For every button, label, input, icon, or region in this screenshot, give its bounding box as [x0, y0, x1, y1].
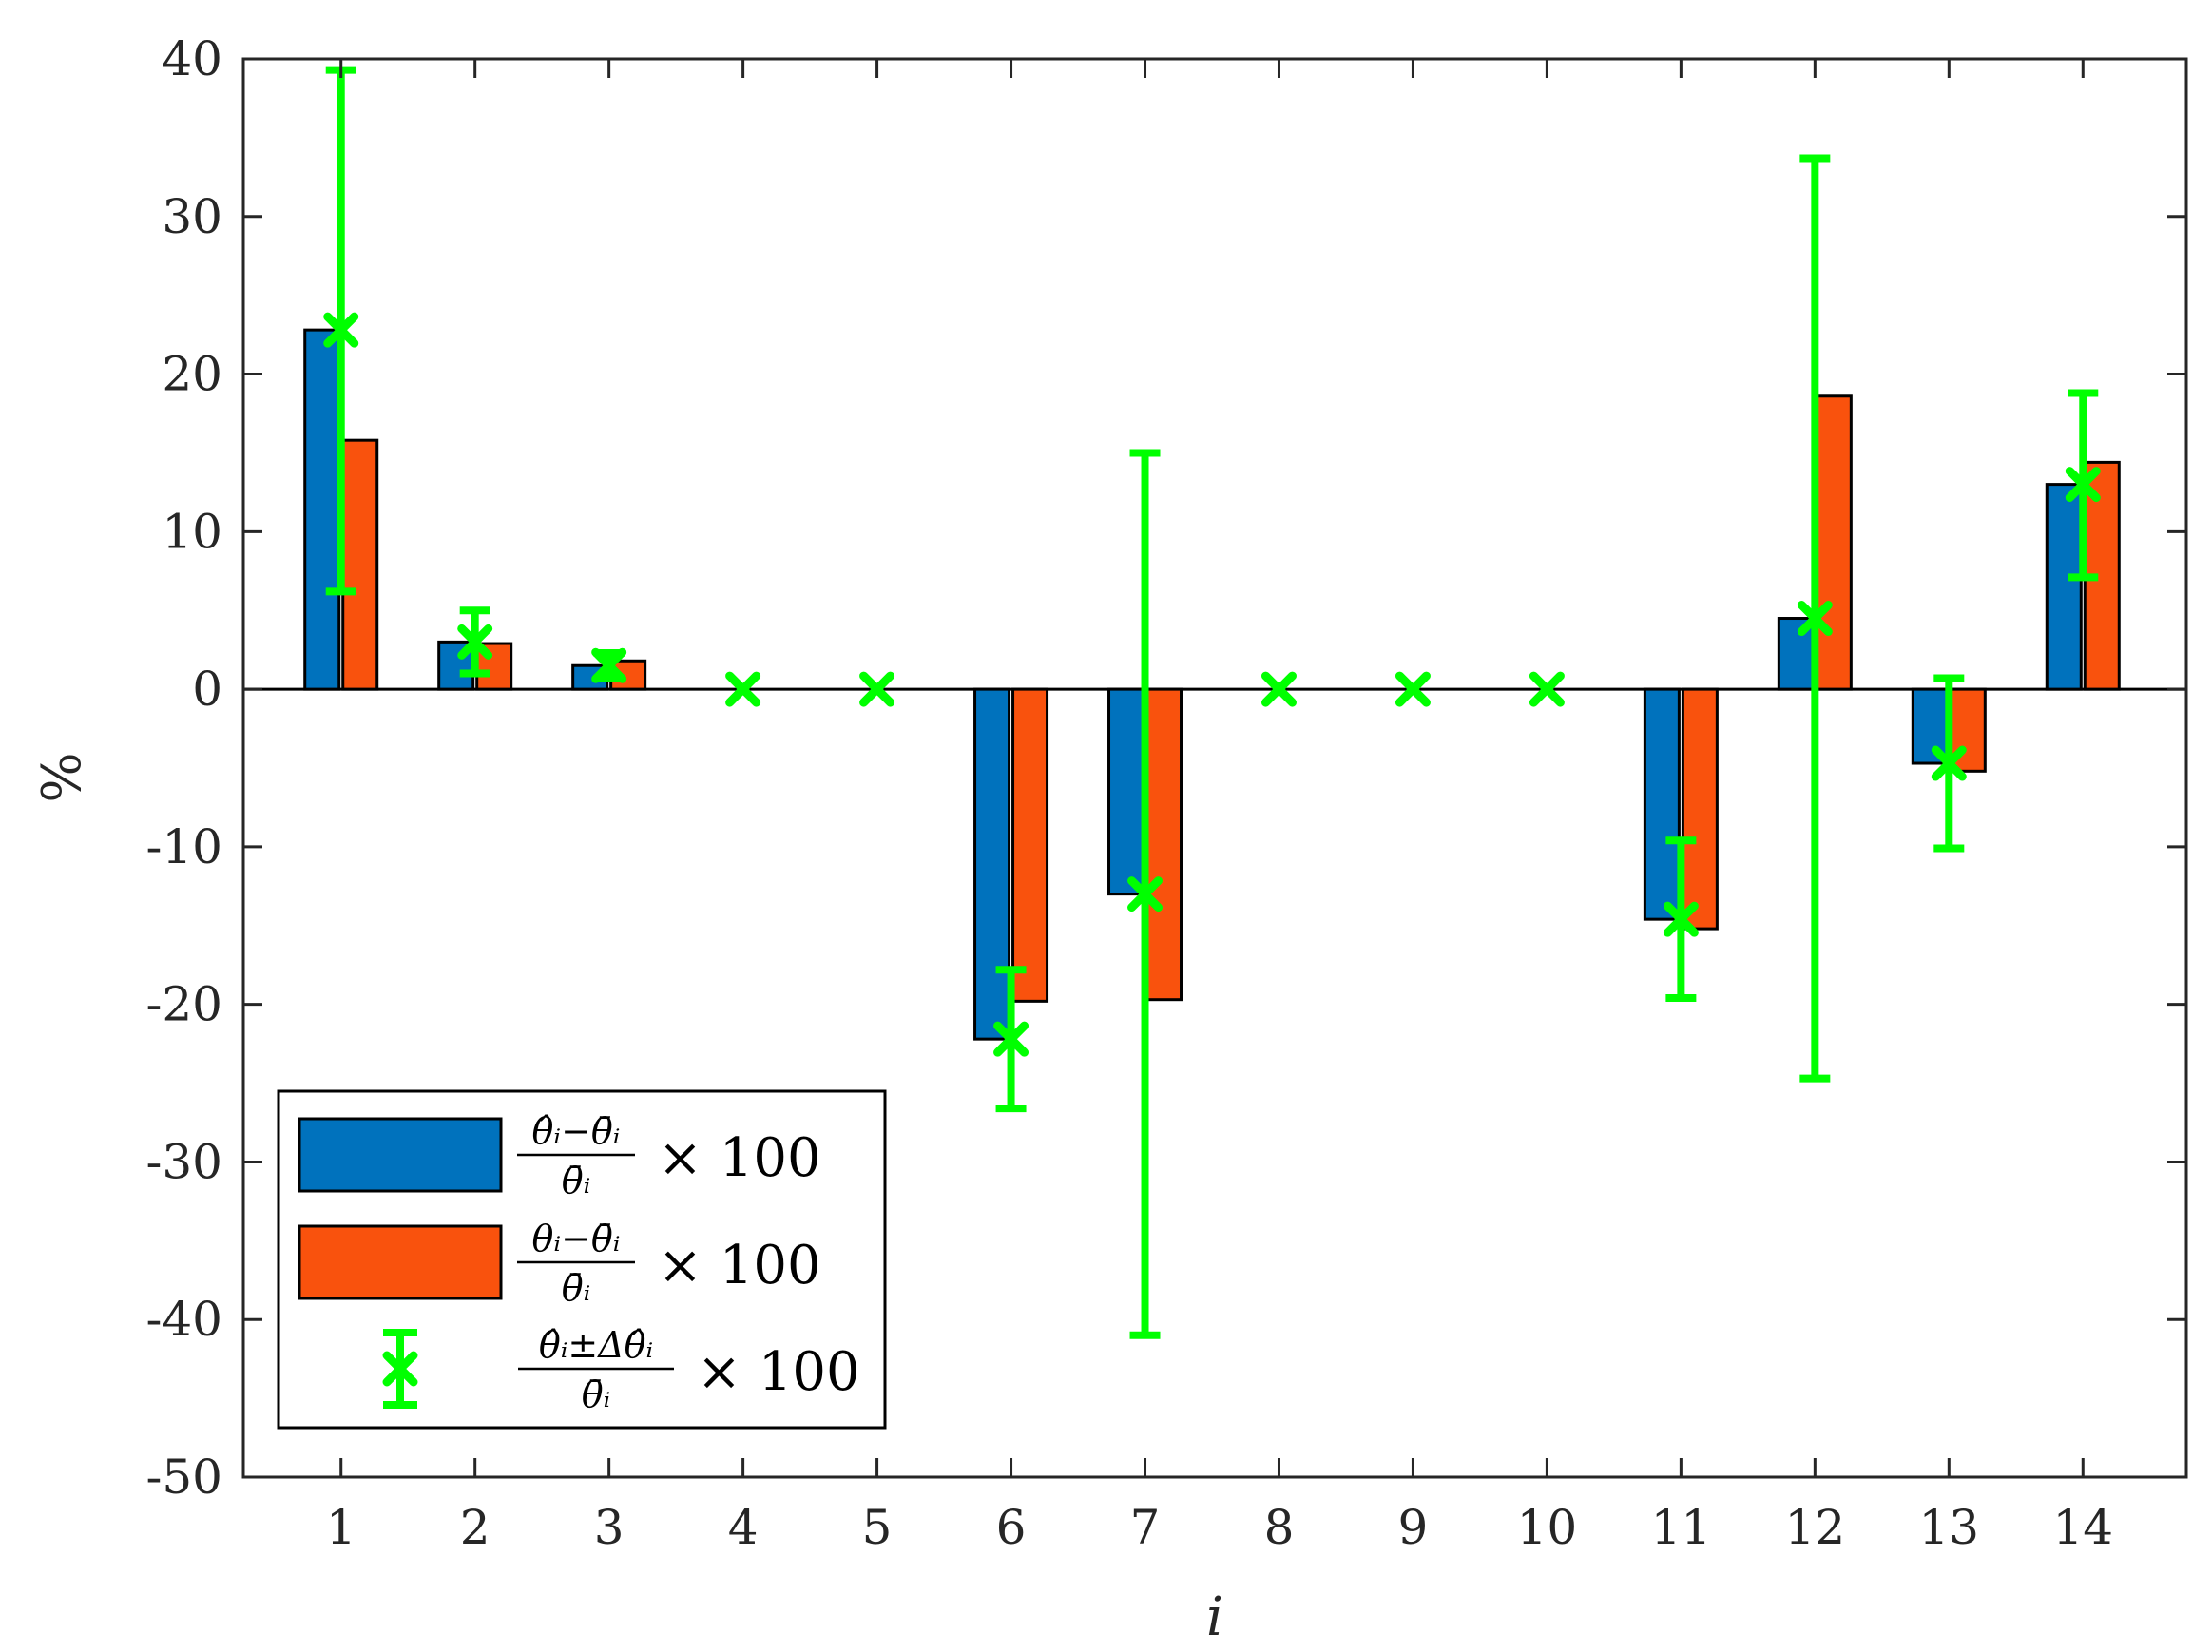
errorbar-2 — [457, 606, 493, 678]
x-marker — [1529, 671, 1565, 707]
errorbar-6 — [993, 966, 1029, 1113]
x-tick-label: 6 — [996, 1500, 1027, 1555]
x-marker — [1663, 901, 1699, 937]
x-tick-label: 13 — [1918, 1500, 1979, 1555]
legend-swatch — [298, 1117, 503, 1193]
x-marker — [2065, 467, 2101, 503]
errorbar-7 — [1127, 449, 1164, 1339]
x-tick-label: 1 — [326, 1500, 356, 1555]
x-marker — [1127, 876, 1164, 912]
legend-fraction-numerator: θ̂ᵢ−θ̄ᵢ — [532, 1110, 621, 1152]
axes-box — [241, 57, 2188, 1479]
x-marker — [1260, 671, 1297, 707]
x-marker — [1395, 671, 1431, 707]
bar-series2-13 — [1949, 687, 1987, 773]
legend-x-marker — [382, 1351, 418, 1387]
errorbar-11 — [1663, 836, 1699, 1003]
errorbar-12 — [1797, 154, 1833, 1083]
y-tick-label: 40 — [162, 31, 222, 86]
bar-series2-1 — [341, 438, 379, 691]
x-marker — [725, 671, 761, 707]
legend-entry-3: θ̂ᵢ±Δθ̂ᵢ θ̄ᵢ × 100 — [382, 1324, 860, 1415]
errorbar-5 — [859, 671, 895, 707]
x-tick-label: 11 — [1651, 1500, 1712, 1555]
y-tick-label: -30 — [145, 1134, 222, 1189]
x-marker — [591, 647, 627, 683]
bar-series1-1 — [303, 328, 341, 691]
errorbar-9 — [1395, 671, 1431, 707]
x-tick-label: 7 — [1130, 1500, 1161, 1555]
x-marker — [457, 624, 493, 660]
x-axis-label: i — [1206, 1586, 1223, 1648]
y-tick-label: -50 — [145, 1450, 222, 1505]
x-tick-label: 3 — [594, 1500, 625, 1555]
x-tick-label: 9 — [1398, 1500, 1429, 1555]
bar-series1-14 — [2045, 483, 2083, 691]
x-tick-label: 2 — [460, 1500, 490, 1555]
legend-entry-2: θᵢ−θ̄ᵢ θ̄ᵢ × 100 — [298, 1218, 821, 1309]
bar-series2-11 — [1681, 687, 1719, 931]
legend-fraction-denominator: θ̄ᵢ — [562, 1267, 591, 1309]
legend-fraction-denominator: θ̄ᵢ — [562, 1160, 591, 1201]
bar-series1-6 — [973, 687, 1011, 1041]
y-tick-label: 0 — [192, 662, 222, 717]
x-tick-label: 8 — [1264, 1500, 1295, 1555]
x-tick-label: 10 — [1517, 1500, 1578, 1555]
bars — [303, 328, 2121, 1041]
bar-series2-7 — [1145, 687, 1183, 1002]
legend-fraction-denominator: θ̄ᵢ — [582, 1373, 611, 1415]
legend-suffix: × 100 — [658, 1127, 821, 1189]
legend-suffix: × 100 — [697, 1341, 860, 1403]
legend-fraction-numerator: θ̂ᵢ±Δθ̂ᵢ — [539, 1324, 653, 1366]
x-marker — [859, 671, 895, 707]
errorbar-10 — [1529, 671, 1565, 707]
bar-series1-2 — [437, 640, 475, 691]
x-tick-label: 14 — [2052, 1500, 2113, 1555]
y-axis-label: % — [31, 752, 93, 802]
y-tick-label: 30 — [162, 189, 222, 244]
y-tick-label: 20 — [162, 347, 222, 402]
legend-swatch — [298, 1224, 503, 1300]
errorbar-8 — [1260, 671, 1297, 707]
y-tick-label: -40 — [145, 1292, 222, 1347]
errorbar-3 — [591, 647, 627, 683]
legend-fraction-numerator: θᵢ−θ̄ᵢ — [532, 1218, 621, 1259]
x-marker — [993, 1021, 1029, 1057]
bar-series2-6 — [1011, 687, 1049, 1003]
errorbar-4 — [725, 671, 761, 707]
bar-series1-11 — [1643, 687, 1681, 921]
x-tick-label: 12 — [1785, 1500, 1846, 1555]
bar-series2-12 — [1815, 394, 1853, 691]
x-tick-label: 5 — [862, 1500, 893, 1555]
y-tick-label: 10 — [162, 504, 222, 559]
axis-ticks — [243, 57, 2186, 1479]
x-tick-label: 4 — [728, 1500, 759, 1555]
errorbar-14 — [2065, 389, 2101, 582]
legend-suffix: × 100 — [658, 1235, 821, 1297]
bar-series1-7 — [1107, 687, 1145, 896]
x-marker — [1797, 601, 1833, 637]
y-tick-label: -10 — [145, 819, 222, 874]
errorbar-13 — [1931, 674, 1967, 853]
y-tick-label: -20 — [145, 977, 222, 1032]
x-marker — [1931, 745, 1967, 781]
x-marker — [323, 312, 359, 348]
legend-entry-1: θ̂ᵢ−θ̄ᵢ θ̄ᵢ × 100 — [298, 1110, 821, 1201]
